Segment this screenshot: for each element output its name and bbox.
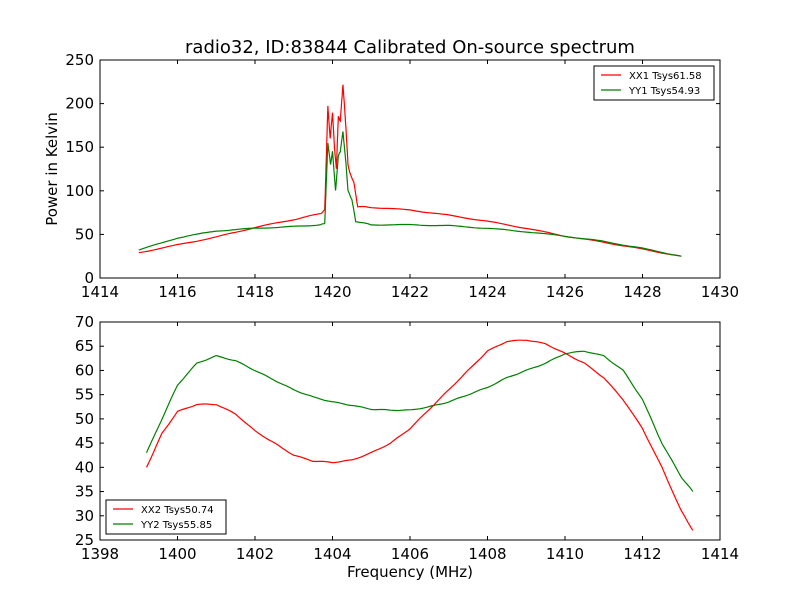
y-tick-label: 0 bbox=[84, 269, 94, 287]
x-tick-label: 1406 bbox=[391, 545, 429, 563]
y-tick-label: 100 bbox=[65, 182, 94, 200]
series-line-yy1 bbox=[138, 131, 682, 257]
x-tick-label: 1416 bbox=[158, 283, 196, 301]
series-line-xx1 bbox=[138, 84, 682, 257]
x-tick-label: 1402 bbox=[236, 545, 274, 563]
series-line-xx2 bbox=[145, 339, 694, 531]
legend-box bbox=[593, 65, 715, 101]
legend: XX2 Tsys50.74 YY2 Tsys55.85 bbox=[105, 499, 227, 535]
x-tick-label: 1430 bbox=[701, 283, 739, 301]
legend: XX1 Tsys61.58 YY1 Tsys54.93 bbox=[593, 65, 715, 101]
legend-label: XX1 Tsys61.58 bbox=[629, 71, 702, 82]
x-tick-label: 1412 bbox=[623, 545, 661, 563]
y-tick-label: 40 bbox=[75, 458, 94, 476]
y-tick-label: 200 bbox=[65, 95, 94, 113]
x-tick-label: 1420 bbox=[313, 283, 351, 301]
x-tick-label: 1408 bbox=[468, 545, 506, 563]
legend-label: YY2 Tsys55.85 bbox=[140, 520, 212, 531]
y-axis-label: Power in Kelvin bbox=[43, 112, 61, 226]
y-tick-label: 55 bbox=[75, 386, 94, 404]
x-tick-label: 1426 bbox=[546, 283, 584, 301]
x-tick-label: 1428 bbox=[623, 283, 661, 301]
y-tick-label: 250 bbox=[65, 51, 94, 69]
x-tick-label: 1422 bbox=[391, 283, 429, 301]
x-tick-label: 1418 bbox=[236, 283, 274, 301]
y-tick-label: 70 bbox=[75, 313, 94, 331]
legend-label: XX2 Tsys50.74 bbox=[141, 505, 214, 516]
x-tick-label: 1404 bbox=[313, 545, 351, 563]
y-tick-label: 25 bbox=[75, 531, 94, 549]
x-tick-label: 1400 bbox=[158, 545, 196, 563]
y-tick-label: 50 bbox=[75, 410, 94, 428]
x-tick-label: 1414 bbox=[701, 545, 739, 563]
x-tick-label: 1414 bbox=[81, 283, 119, 301]
y-tick-label: 60 bbox=[75, 361, 94, 379]
legend-box bbox=[105, 499, 227, 535]
y-tick-label: 65 bbox=[75, 337, 94, 355]
y-tick-label: 150 bbox=[65, 138, 94, 156]
series-line-yy2 bbox=[145, 350, 694, 492]
y-tick-label: 50 bbox=[75, 225, 94, 243]
y-tick-label: 30 bbox=[75, 507, 94, 525]
legend-label: YY1 Tsys54.93 bbox=[628, 86, 700, 97]
top-panel: 1414 1416 1418 1420 1422 1424 1426 1428 1430 0 50 1… bbox=[65, 51, 739, 301]
x-tick-label: 1398 bbox=[81, 545, 119, 563]
y-tick-label: 35 bbox=[75, 483, 94, 501]
chart-title: radio32, ID:83844 Calibrated On-source s… bbox=[185, 37, 635, 58]
bottom-panel: 1398 1400 1402 1404 1406 1408 1410 1412 1414 25 30… bbox=[75, 313, 739, 563]
x-tick-label: 1424 bbox=[468, 283, 506, 301]
y-tick-label: 45 bbox=[75, 434, 94, 452]
x-tick-label: 1410 bbox=[546, 545, 584, 563]
x-axis-label: Frequency (MHz) bbox=[347, 563, 473, 581]
